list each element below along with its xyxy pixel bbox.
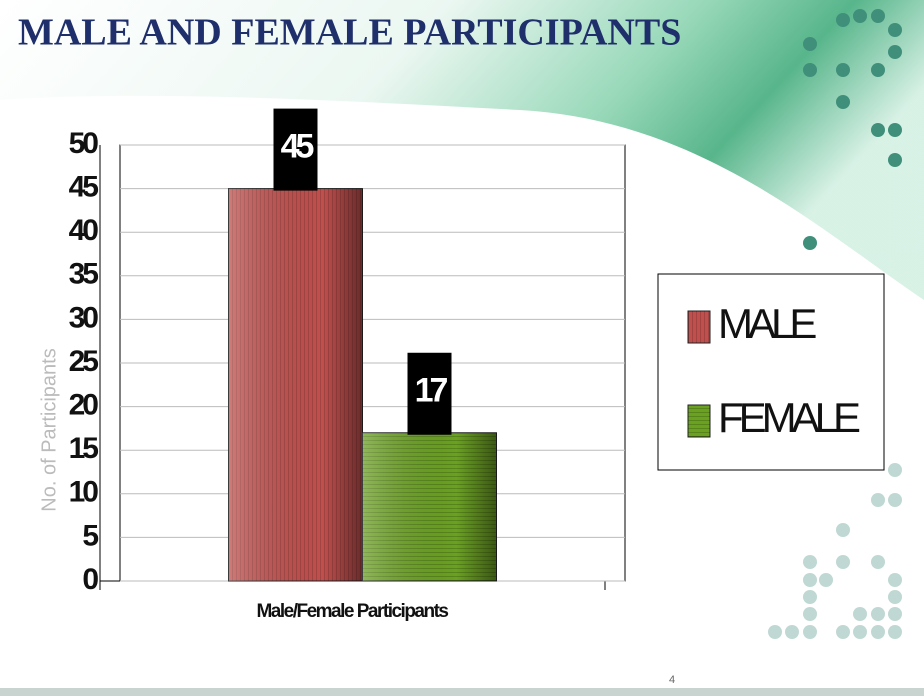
data-label: 45: [281, 128, 314, 166]
legend-label: FEMALE: [718, 394, 860, 441]
bar-shade: [229, 189, 363, 581]
page: {"chart_data": {"type": "bar", "title": …: [0, 0, 924, 696]
footer-band: [0, 688, 924, 696]
y-tick-label: 20: [69, 389, 99, 422]
legend-label: MALE: [718, 300, 816, 347]
y-tick-label: 30: [69, 301, 99, 334]
y-tick-label: 0: [82, 563, 98, 596]
x-axis-title: Male/Female Participants: [256, 601, 448, 622]
bar-shade: [363, 433, 497, 581]
y-tick-label: 25: [69, 345, 99, 378]
slide: MALE AND FEMALE PARTICIPANTS No. of Part…: [0, 0, 924, 696]
y-tick-label: 15: [69, 432, 99, 465]
page-number: 4: [669, 674, 675, 686]
y-tick-label: 40: [69, 214, 99, 247]
legend-swatch-texture: [688, 311, 710, 343]
legend-swatch-texture: [688, 405, 710, 437]
data-label: 17: [415, 372, 448, 410]
y-tick-label: 10: [69, 476, 99, 509]
y-tick-label: 45: [69, 171, 99, 204]
y-axis-title: No. of Participants: [38, 348, 60, 511]
slide-title: MALE AND FEMALE PARTICIPANTS: [18, 12, 681, 54]
y-tick-label: 35: [69, 258, 99, 291]
y-tick-label: 5: [82, 519, 98, 552]
y-tick-label: 50: [69, 127, 99, 160]
